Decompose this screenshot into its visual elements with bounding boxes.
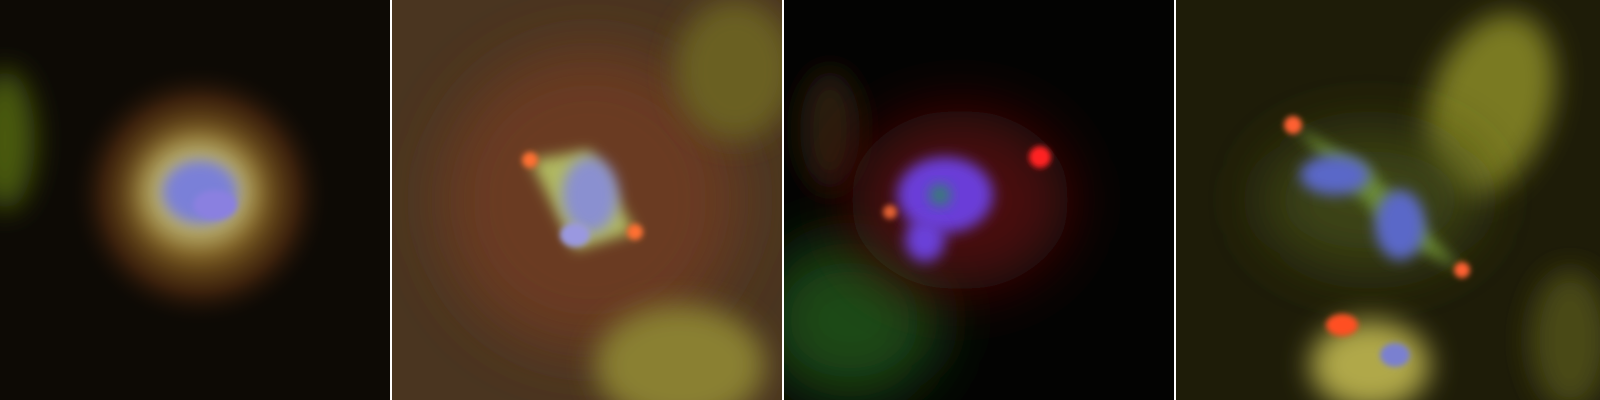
divider <box>390 0 392 400</box>
panel-1 <box>0 0 390 400</box>
panel-2 <box>392 0 782 400</box>
panel-4 <box>1176 0 1600 400</box>
divider <box>1174 0 1176 400</box>
divider <box>782 0 784 400</box>
panel-3 <box>784 0 1174 400</box>
